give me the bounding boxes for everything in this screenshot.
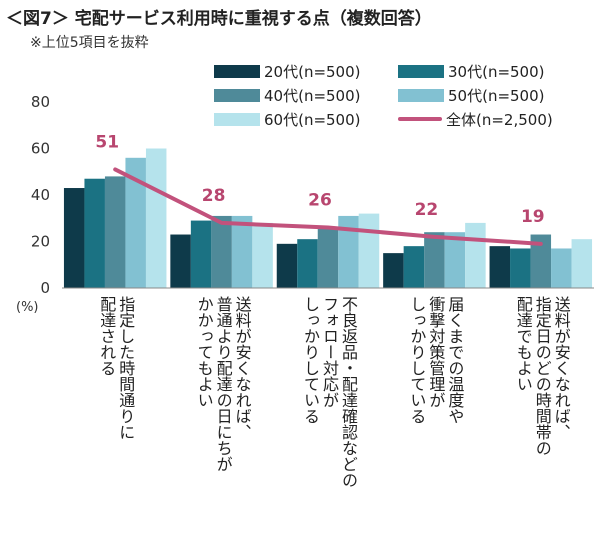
legend-swatch-60s [214,112,260,126]
legend-item-30s: 30代(n=500) [398,60,545,82]
category-label: 指定した時間通りに 配達される [97,296,136,440]
legend-swatch-20s [214,64,260,78]
y-tick-label: 0 [40,279,50,297]
bar-20s [383,253,404,288]
bar-50s [338,215,359,288]
bar-40s [104,176,126,288]
bar-60s [465,222,486,288]
legend-line-total [398,117,442,121]
bar-20s [170,234,191,288]
data-label: 19 [521,207,545,227]
data-label: 22 [415,200,439,220]
chart-subtitle: ※上位5項目を抜粋 [30,35,149,51]
bar-40s [530,234,552,288]
total-line [113,167,543,246]
bars [63,148,593,288]
category-label: 届くまでの温度や 衝撃対策管理が しっかりしている [407,296,465,424]
bar-50s [231,215,253,288]
category-label: 送料が安くなれば、 普通より配達の日にちが かかってもよい [194,296,252,472]
y-tick-label: 20 [31,233,50,251]
legend-swatch-30s [398,64,444,78]
bar-50s [125,157,146,288]
y-tick-label: 80 [31,93,50,111]
bar-30s [510,248,531,288]
legend-item-50s: 50代(n=500) [398,84,545,106]
legend-label-60s: 60代(n=500) [264,110,361,129]
bar-20s [489,246,511,288]
y-tick-label: 40 [31,186,50,204]
data-label: 51 [95,132,119,152]
bar-20s [276,243,298,288]
bar-60s [252,222,273,288]
bar-50s [551,248,572,288]
bar-30s [84,178,105,288]
legend-item-total: 全体(n=2,500) [398,108,553,130]
legend-swatch-40s [214,88,260,102]
bar-50s [444,232,466,288]
chart-title: ＜図7＞ 宅配サービス利用時に重視する点（複数回答） [6,9,432,29]
legend-label-total: 全体(n=2,500) [446,110,553,129]
legend-label-20s: 20代(n=500) [264,62,361,81]
y-tick-label: 60 [31,140,50,158]
bar-30s [190,220,212,288]
bar-40s [211,215,232,288]
y-unit-label: (%) [16,300,39,315]
legend-label-50s: 50代(n=500) [448,86,545,105]
data-label: 26 [308,191,332,211]
bar-60s [571,239,593,288]
legend-item-20s: 20代(n=500) [214,60,361,82]
data-labels: 51 28 26 22 19 [95,132,544,226]
y-axis-ticks: 0 20 40 60 80 [31,93,50,297]
bar-20s [63,188,85,288]
bar-60s [145,148,167,288]
category-label: 送料が安くなれば、 指定日のどの時間帯の 配達でもよい [513,296,571,456]
data-label: 28 [202,186,226,206]
bar-30s [403,246,425,288]
bar-60s [358,213,380,288]
bar-40s [424,232,445,288]
category-label: 不良返品・配達確認などの フォロー対応が しっかりしている [301,296,358,488]
legend-swatch-50s [398,88,444,102]
bar-40s [317,227,339,288]
legend-label-30s: 30代(n=500) [448,62,545,81]
bar-30s [297,239,318,288]
legend-item-60s: 60代(n=500) [214,108,361,130]
legend-item-40s: 40代(n=500) [214,84,361,106]
legend-label-40s: 40代(n=500) [264,86,361,105]
